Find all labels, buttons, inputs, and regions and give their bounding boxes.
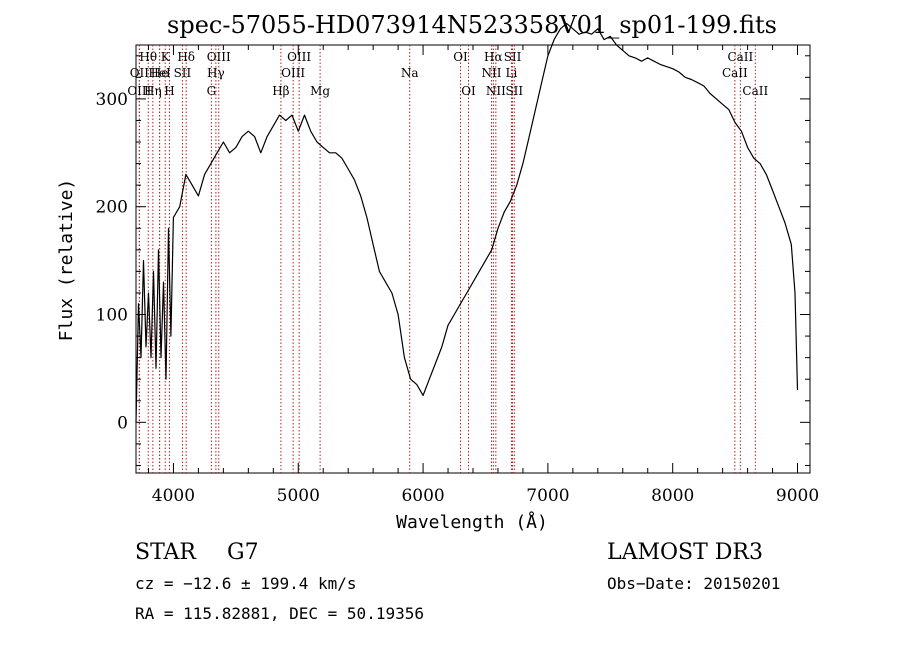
x-tick-label-0: 4000 <box>152 486 195 506</box>
line-label-7: H <box>164 84 174 98</box>
subclass-label: G7 <box>227 540 259 565</box>
line-label-21: SII <box>504 50 522 64</box>
line-label-4: Hη <box>144 84 162 98</box>
x-tick-label-5: 9000 <box>776 486 819 506</box>
y-tick-label-2: 200 <box>96 198 128 218</box>
line-label-25: SII <box>505 84 523 98</box>
coordinates-label: RA = 115.82881, DEC = 50.19356 <box>135 604 424 623</box>
x-tick-label-4: 8000 <box>651 486 694 506</box>
axis-tick-labels: 4000 5000 6000 7000 8000 9000 0 100 200 300 <box>96 90 820 506</box>
line-label-26: CaII <box>727 50 753 64</box>
line-label-3: He <box>151 66 169 80</box>
line-label-2: OIII <box>127 84 151 98</box>
line-label-5: K <box>161 50 171 64</box>
spectrum-line <box>135 22 799 423</box>
line-label-17: Na <box>401 66 419 80</box>
line-label-12: G <box>207 84 217 98</box>
obs-date-label: Obs−Date: 20150201 <box>607 574 781 593</box>
survey-label: LAMOST DR3 <box>607 540 763 565</box>
line-label-16: Mg <box>310 84 330 98</box>
y-tick-label-3: 300 <box>96 90 128 110</box>
line-label-27: CaII <box>722 66 748 80</box>
x-tick-label-3: 7000 <box>526 486 569 506</box>
x-axis-label: Wavelength (Å) <box>396 511 548 533</box>
x-tick-label-2: 6000 <box>401 486 444 506</box>
line-label-20: Hα <box>484 50 503 64</box>
line-label-28: CaII <box>742 84 768 98</box>
line-label-9: Hδ <box>177 50 195 64</box>
spectral-line-markers <box>138 45 756 473</box>
line-label-14: OIII <box>287 50 311 64</box>
line-label-18: OI <box>453 50 468 64</box>
line-label-15: OIII <box>281 66 305 80</box>
y-tick-label-0: 0 <box>117 413 128 433</box>
object-class: STAR G7 <box>135 540 259 565</box>
line-label-23: Li <box>506 66 518 80</box>
line-label-8: SII <box>174 66 192 80</box>
y-tick-label-1: 100 <box>96 306 128 326</box>
line-label-13: Hβ <box>272 84 289 98</box>
line-label-10: OIII <box>207 50 231 64</box>
line-label-0: Hθ <box>139 50 157 64</box>
plot-frame <box>135 44 811 474</box>
velocity-label: cz = −12.6 ± 199.4 km/s <box>135 574 357 593</box>
line-label-22: NII <box>481 66 501 80</box>
line-label-24: NII <box>486 84 506 98</box>
line-label-19: OI <box>461 84 476 98</box>
class-label: STAR <box>135 540 196 565</box>
x-tick-label-1: 5000 <box>277 486 320 506</box>
line-label-6: HeI <box>148 66 171 80</box>
line-label-1: OII <box>130 66 150 80</box>
y-axis-label: Flux (relative) <box>56 179 77 342</box>
axis-ticks <box>136 45 810 473</box>
chart-title: spec-57055-HD073914N523358V01_sp01-199.f… <box>167 11 777 39</box>
line-label-11: Hγ <box>207 66 225 80</box>
